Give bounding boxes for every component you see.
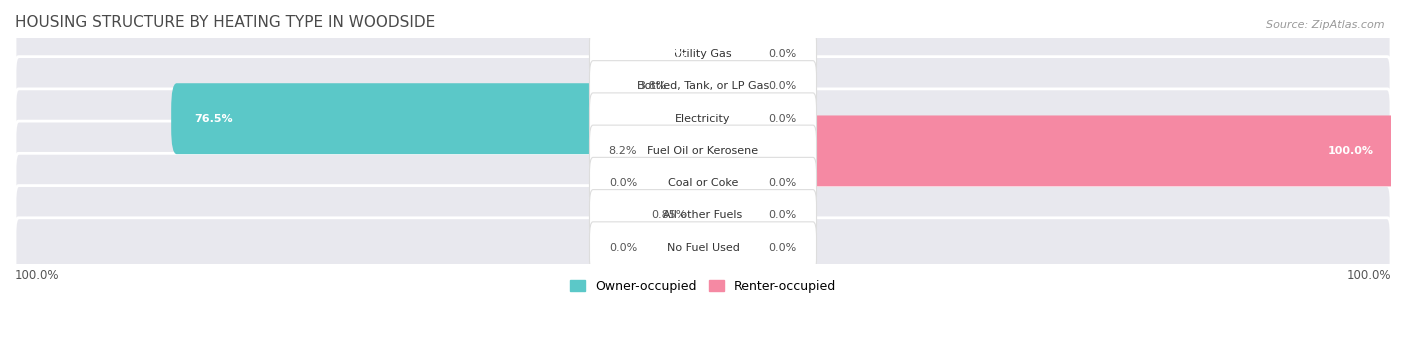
Text: 0.85%: 0.85% [651,210,688,220]
Text: 8.2%: 8.2% [607,146,637,156]
Text: 0.0%: 0.0% [609,243,638,253]
FancyBboxPatch shape [643,148,709,219]
Text: All other Fuels: All other Fuels [664,210,742,220]
FancyBboxPatch shape [692,180,709,251]
Text: 0.0%: 0.0% [768,114,797,124]
FancyBboxPatch shape [15,153,1391,213]
Text: 0.0%: 0.0% [768,210,797,220]
FancyBboxPatch shape [15,121,1391,181]
FancyBboxPatch shape [15,218,1391,277]
Text: 0.0%: 0.0% [768,82,797,91]
FancyBboxPatch shape [641,116,709,186]
Text: 76.5%: 76.5% [194,114,232,124]
Legend: Owner-occupied, Renter-occupied: Owner-occupied, Renter-occupied [565,275,841,298]
FancyBboxPatch shape [15,57,1391,116]
Text: No Fuel Used: No Fuel Used [666,243,740,253]
FancyBboxPatch shape [697,19,763,90]
FancyBboxPatch shape [589,157,817,209]
FancyBboxPatch shape [697,83,763,154]
FancyBboxPatch shape [589,190,817,241]
Text: Fuel Oil or Kerosene: Fuel Oil or Kerosene [647,146,759,156]
Text: 0.0%: 0.0% [609,178,638,188]
FancyBboxPatch shape [589,61,817,112]
FancyBboxPatch shape [15,24,1391,84]
Text: Bottled, Tank, or LP Gas: Bottled, Tank, or LP Gas [637,82,769,91]
FancyBboxPatch shape [589,29,817,80]
Text: 100.0%: 100.0% [15,269,59,282]
FancyBboxPatch shape [697,51,763,122]
FancyBboxPatch shape [697,148,763,219]
FancyBboxPatch shape [697,116,1396,186]
Text: 10.6%: 10.6% [647,49,686,59]
Text: 0.0%: 0.0% [768,178,797,188]
FancyBboxPatch shape [589,125,817,177]
FancyBboxPatch shape [15,89,1391,149]
Text: 0.0%: 0.0% [768,49,797,59]
FancyBboxPatch shape [643,212,709,283]
Text: 100.0%: 100.0% [1347,269,1391,282]
FancyBboxPatch shape [624,19,709,90]
FancyBboxPatch shape [172,83,709,154]
Text: 3.8%: 3.8% [638,82,666,91]
FancyBboxPatch shape [697,180,763,251]
Text: 0.0%: 0.0% [768,243,797,253]
Text: 100.0%: 100.0% [1327,146,1374,156]
Text: Electricity: Electricity [675,114,731,124]
Text: Utility Gas: Utility Gas [675,49,731,59]
FancyBboxPatch shape [15,186,1391,245]
FancyBboxPatch shape [697,212,763,283]
Text: HOUSING STRUCTURE BY HEATING TYPE IN WOODSIDE: HOUSING STRUCTURE BY HEATING TYPE IN WOO… [15,15,436,30]
FancyBboxPatch shape [589,93,817,144]
Text: Source: ZipAtlas.com: Source: ZipAtlas.com [1267,20,1385,30]
FancyBboxPatch shape [589,222,817,273]
FancyBboxPatch shape [671,51,709,122]
Text: Coal or Coke: Coal or Coke [668,178,738,188]
